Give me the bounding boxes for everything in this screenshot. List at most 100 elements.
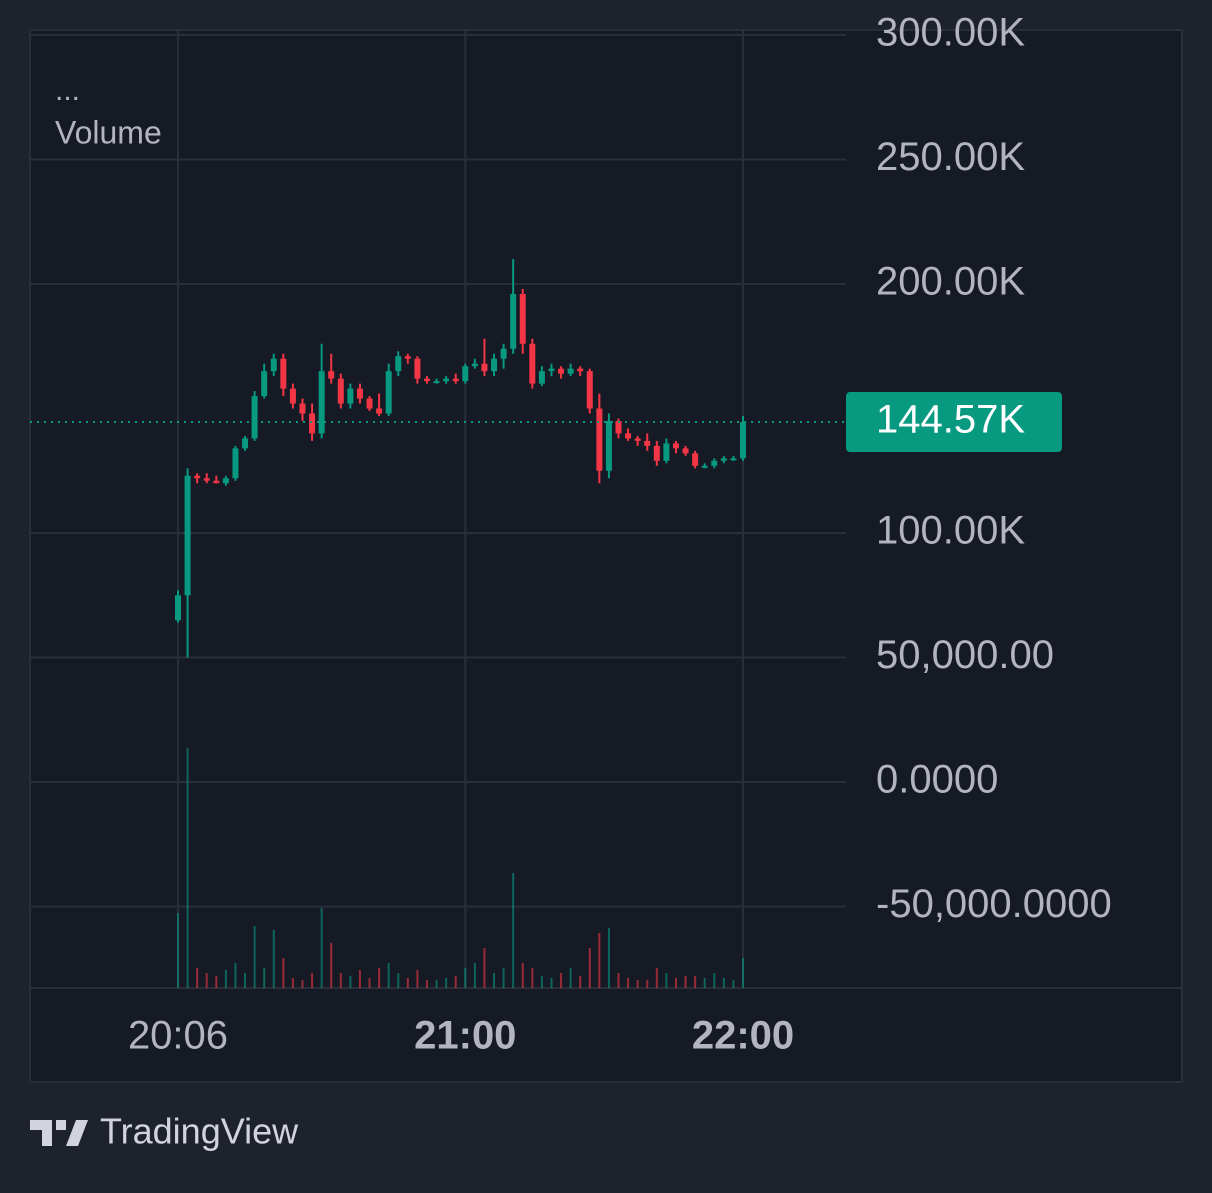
candle-body xyxy=(270,358,277,372)
candle-body xyxy=(242,438,249,449)
volume-bar xyxy=(684,976,687,988)
axes: 300.00K 250.00K 200.00K 100.00K 50,000.00 0.0… xyxy=(30,11,1112,1058)
volume-bar xyxy=(713,973,716,988)
candle-body xyxy=(663,443,670,461)
candle-body xyxy=(222,478,229,484)
candle-body xyxy=(194,475,201,479)
candle-body xyxy=(376,408,383,414)
candle-body xyxy=(337,378,344,404)
candle-body xyxy=(328,371,335,379)
candle-body xyxy=(280,358,287,389)
volume-bar xyxy=(301,980,304,988)
volume-bar xyxy=(531,968,534,988)
x-tick-label: 20:06 xyxy=(128,1014,228,1058)
candle-body xyxy=(289,388,296,404)
volume-bar xyxy=(330,943,333,988)
volume-bar xyxy=(598,933,601,988)
volume-bar xyxy=(215,976,218,988)
candle-body xyxy=(452,378,459,382)
logo[interactable]: TradingView xyxy=(30,1111,299,1152)
candle-body xyxy=(404,356,411,359)
candle-body xyxy=(213,480,220,484)
y-tick-label: 300.00K xyxy=(876,11,1025,55)
volume-bars xyxy=(177,748,744,988)
candle-body xyxy=(500,348,507,359)
candle-body xyxy=(299,403,306,414)
last-price-box xyxy=(846,392,1062,453)
candle-body xyxy=(558,368,565,374)
volume-bar xyxy=(703,978,706,988)
y-tick-label: 250.00K xyxy=(876,135,1025,179)
volume-bar xyxy=(521,963,524,988)
volume-bar xyxy=(253,926,256,988)
volume-bar xyxy=(607,928,610,988)
volume-bar xyxy=(464,968,467,988)
x-tick-label: 22:00 xyxy=(692,1014,794,1058)
volume-bar xyxy=(512,873,515,988)
candle-body xyxy=(605,420,612,471)
candle-body xyxy=(634,438,641,441)
candle-body xyxy=(414,358,421,379)
candle-body xyxy=(740,422,746,459)
volume-bar xyxy=(473,963,476,988)
volume-bar xyxy=(311,973,314,988)
candle-body xyxy=(318,371,325,434)
brand: TradingView xyxy=(100,1111,299,1152)
candle-body xyxy=(251,396,258,439)
volume-bar xyxy=(540,976,543,988)
volume-bar xyxy=(205,973,208,988)
volume-bar xyxy=(550,978,553,988)
volume-bar xyxy=(358,970,361,988)
candle-body xyxy=(682,448,689,454)
volume-bar xyxy=(425,980,428,988)
volume-bar xyxy=(186,748,189,988)
volume-bar xyxy=(665,973,668,988)
legend-dots[interactable]: ... xyxy=(55,74,80,107)
candle-body xyxy=(471,363,478,367)
volume-bar xyxy=(339,973,342,988)
candle-body xyxy=(644,440,651,446)
x-tick-label: 21:00 xyxy=(414,1014,516,1058)
volume-bar xyxy=(435,980,438,988)
volume-bar xyxy=(291,978,294,988)
volume-bar xyxy=(349,976,352,988)
candle-body xyxy=(462,366,469,382)
candle-body xyxy=(347,388,354,404)
candle-body xyxy=(395,356,402,372)
volume-bar xyxy=(655,968,658,988)
candle-body xyxy=(538,371,545,384)
candle-body xyxy=(519,293,526,344)
y-tick-label: 0.0000 xyxy=(876,758,998,802)
candle-body xyxy=(672,443,679,449)
candles xyxy=(175,259,746,658)
candle-body xyxy=(184,475,191,596)
volume-bar xyxy=(320,908,323,988)
candle-body xyxy=(491,358,498,372)
candle-body xyxy=(356,388,363,399)
candle-body xyxy=(443,378,450,382)
volume-bar xyxy=(627,978,630,988)
legend-label: Volume xyxy=(55,114,162,150)
volume-bar xyxy=(196,968,199,988)
volume-bar xyxy=(493,973,496,988)
y-tick-label: 200.00K xyxy=(876,260,1025,304)
y-tick-label: -50,000.0000 xyxy=(876,882,1112,926)
volume-bar xyxy=(234,963,237,988)
volume-bar xyxy=(387,963,390,988)
candle-body xyxy=(175,595,181,621)
volume-bar xyxy=(244,973,247,988)
candle-body xyxy=(510,293,517,349)
candle-body xyxy=(615,420,622,434)
volume-bar xyxy=(569,968,572,988)
candle-body xyxy=(711,460,718,466)
logo-icon xyxy=(30,1120,88,1146)
volume-bar xyxy=(694,976,697,988)
grid xyxy=(30,30,846,988)
candle-body xyxy=(203,478,210,481)
candle-body xyxy=(433,381,440,384)
candle-body xyxy=(730,458,737,461)
volume-bar xyxy=(406,978,409,988)
volume-bar xyxy=(732,980,735,988)
